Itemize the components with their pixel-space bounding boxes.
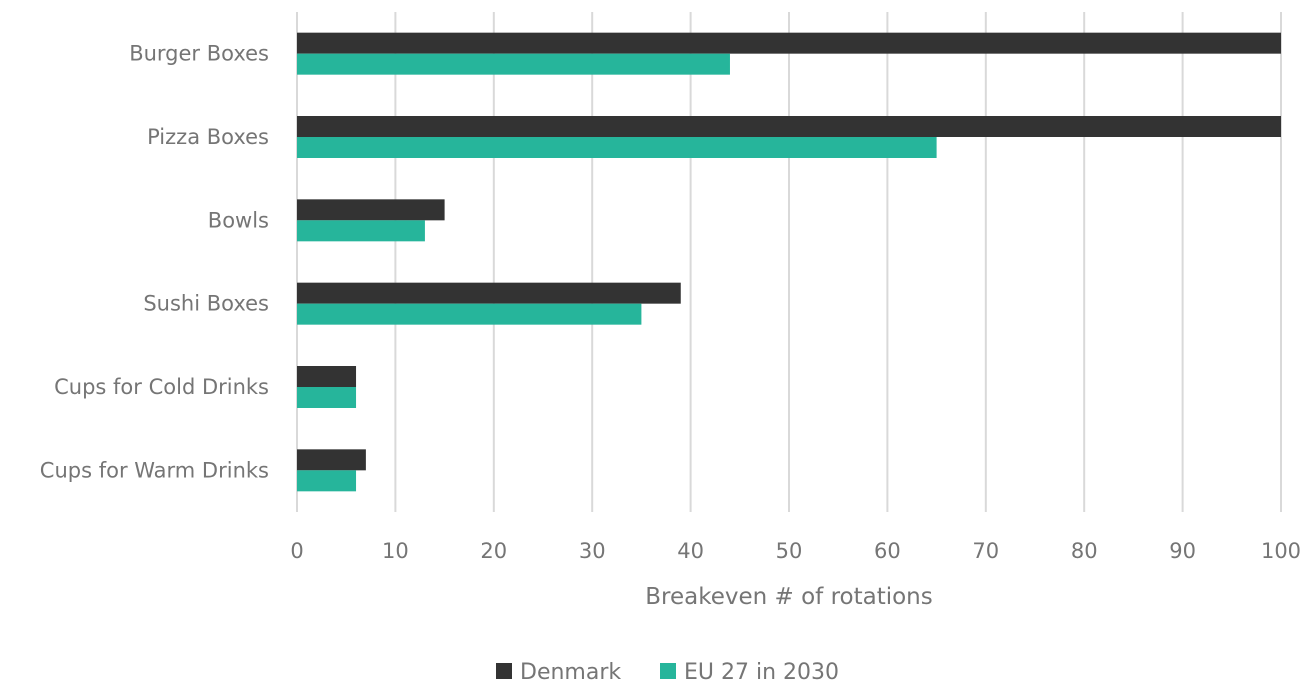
legend: Denmark EU 27 in 2030: [496, 660, 839, 684]
category-label: Burger Boxes: [129, 42, 269, 66]
legend-swatch: [496, 663, 512, 679]
x-tick-label: 30: [579, 539, 606, 563]
bar-denmark: [297, 32, 1281, 54]
x-tick-label: 20: [480, 539, 507, 563]
bar-eu27: [297, 53, 730, 75]
x-tick-label: 80: [1071, 539, 1098, 563]
x-tick-label: 40: [677, 539, 704, 563]
legend-swatch: [660, 663, 676, 679]
x-tick-label: 70: [972, 539, 999, 563]
x-axis-title: Breakeven # of rotations: [645, 584, 933, 610]
bar-eu27: [297, 387, 357, 408]
x-tick-label: 90: [1169, 539, 1196, 563]
bar-denmark: [297, 366, 357, 387]
x-tick-label: 100: [1261, 539, 1301, 563]
x-tick-label: 0: [290, 539, 303, 563]
x-tick-label: 10: [382, 539, 409, 563]
gridlines: [296, 12, 1282, 512]
bar-denmark: [297, 199, 445, 221]
bar-eu27: [297, 137, 937, 158]
bar-denmark: [297, 282, 681, 304]
bar-eu27: [297, 470, 357, 492]
bars: [297, 32, 1281, 492]
bar-eu27: [297, 220, 425, 242]
category-label: Pizza Boxes: [147, 125, 269, 149]
legend-label: EU 27 in 2030: [684, 660, 839, 684]
bar-denmark: [297, 449, 366, 471]
legend-label: Denmark: [520, 660, 621, 684]
category-label: Sushi Boxes: [143, 292, 269, 316]
category-label: Bowls: [208, 208, 269, 232]
category-axis: Burger Boxes Pizza Boxes Bowls Sushi Boxes C…: [40, 42, 269, 483]
bar-denmark: [297, 116, 1281, 137]
category-label: Cups for Warm Drinks: [40, 458, 269, 482]
bar-eu27: [297, 303, 642, 325]
x-tick-label: 50: [776, 539, 803, 563]
value-axis: 0 10 20 30 40 50 60 70 80 90 100: [290, 539, 1301, 563]
x-tick-label: 60: [874, 539, 901, 563]
category-label: Cups for Cold Drinks: [54, 375, 269, 399]
